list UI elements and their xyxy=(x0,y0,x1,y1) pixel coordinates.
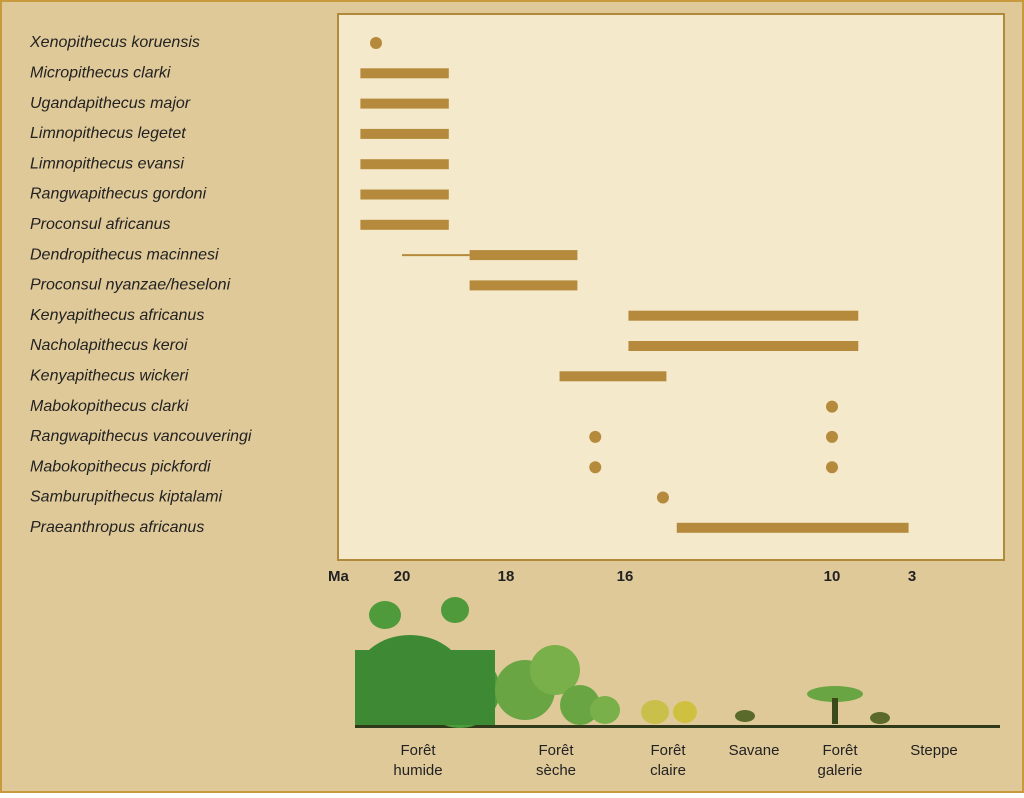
species-label: Rangwapithecus gordoni xyxy=(30,186,207,203)
species-label: Praeanthropus africanus xyxy=(30,519,204,536)
range-bar xyxy=(360,128,449,139)
habitat-label: humide xyxy=(393,762,442,779)
species-label: Xenopithecus koruensis xyxy=(29,34,200,51)
habitat-label: sèche xyxy=(536,762,576,779)
axis-label: Ma xyxy=(328,568,349,585)
species-label: Nacholapithecus keroi xyxy=(30,337,188,354)
species-label: Ugandapithecus major xyxy=(30,95,191,112)
x-tick-label: 20 xyxy=(394,568,411,585)
x-tick-label: 10 xyxy=(824,568,841,585)
range-bar xyxy=(360,189,449,200)
species-label: Kenyapithecus africanus xyxy=(30,307,204,324)
species-label: Limnopithecus legetet xyxy=(30,125,186,142)
range-bar xyxy=(628,341,859,351)
species-label: Proconsul nyanzae/heseloni xyxy=(30,277,231,294)
range-bar xyxy=(360,68,449,79)
habitat-label: galerie xyxy=(817,762,862,779)
range-bar xyxy=(628,310,859,321)
point xyxy=(656,491,669,504)
species-label: Kenyapithecus wickeri xyxy=(30,368,189,385)
point xyxy=(826,461,838,474)
landscape xyxy=(355,597,1000,728)
habitat-label: claire xyxy=(650,762,686,779)
species-label: Proconsul africanus xyxy=(30,216,171,233)
point xyxy=(370,37,382,49)
habitat-label: Steppe xyxy=(910,742,958,759)
habitat-label: Forêt xyxy=(822,742,858,759)
range-bar xyxy=(469,280,578,291)
range-bar xyxy=(676,522,909,533)
point xyxy=(589,430,602,443)
habitat-label: Forêt xyxy=(538,742,574,759)
species-label: Dendropithecus macinnesi xyxy=(30,246,219,263)
range-bar xyxy=(469,250,578,261)
x-tick-label: 16 xyxy=(617,568,634,585)
species-label: Mabokopithecus pickfordi xyxy=(30,458,211,475)
point xyxy=(826,400,838,413)
x-tick-label: 3 xyxy=(908,568,916,585)
range-bar xyxy=(360,159,449,170)
species-label: Micropithecus clarki xyxy=(30,65,171,82)
habitat-label: Forêt xyxy=(650,742,686,759)
range-bar xyxy=(360,98,449,109)
point xyxy=(826,430,838,443)
species-label: Mabokopithecus clarki xyxy=(30,398,189,415)
habitat-label: Forêt xyxy=(400,742,436,759)
habitat-label: Savane xyxy=(729,742,780,759)
plot-area xyxy=(337,13,1005,561)
species-label: Samburupithecus kiptalami xyxy=(30,489,223,506)
range-bar xyxy=(360,219,449,230)
range-bar xyxy=(559,371,667,382)
x-tick-label: 18 xyxy=(498,568,515,585)
species-label: Rangwapithecus vancouveringi xyxy=(30,428,252,445)
species-label: Limnopithecus evansi xyxy=(30,155,184,172)
point xyxy=(589,461,602,474)
